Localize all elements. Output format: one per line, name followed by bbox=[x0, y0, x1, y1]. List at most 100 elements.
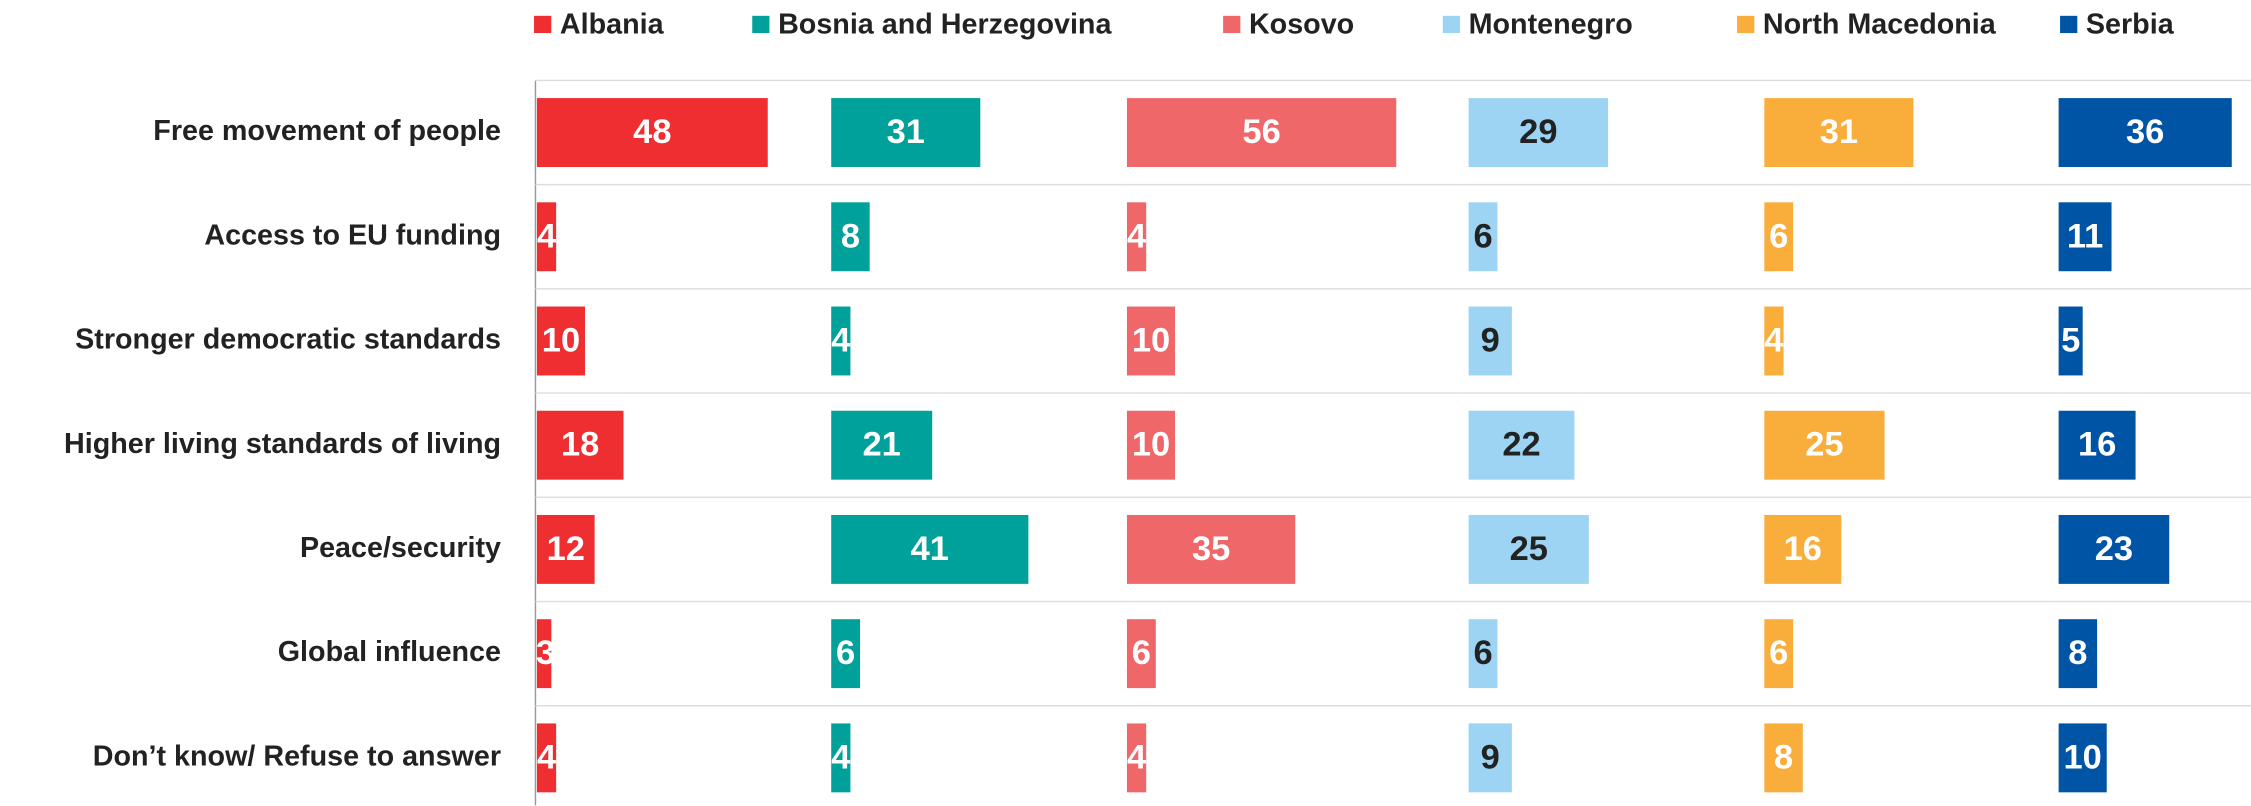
value-label: 23 bbox=[2095, 530, 2133, 568]
bar bbox=[831, 619, 861, 689]
bar bbox=[1764, 723, 1803, 793]
legend-swatch bbox=[752, 15, 770, 34]
value-label: 4 bbox=[1127, 217, 1146, 255]
bar bbox=[536, 619, 552, 689]
bar bbox=[831, 98, 981, 167]
legend-swatch bbox=[1737, 15, 1755, 34]
value-label: 9 bbox=[1481, 322, 1500, 360]
bar bbox=[1126, 619, 1156, 689]
value-label: 4 bbox=[537, 217, 556, 255]
value-label: 4 bbox=[1764, 322, 1783, 360]
bar bbox=[831, 723, 851, 793]
value-label: 10 bbox=[2064, 738, 2102, 776]
bar bbox=[831, 202, 870, 272]
bar bbox=[1468, 619, 1498, 689]
bar bbox=[536, 723, 557, 793]
legend-swatch bbox=[1223, 15, 1241, 34]
bar bbox=[536, 306, 586, 376]
value-label: 3 bbox=[536, 634, 555, 672]
bar bbox=[1468, 98, 1609, 167]
value-label: 4 bbox=[537, 738, 556, 776]
bar bbox=[831, 306, 851, 376]
bar bbox=[2058, 98, 2232, 167]
bar bbox=[1468, 514, 1589, 584]
bar bbox=[1764, 202, 1794, 272]
bar bbox=[1764, 410, 1885, 480]
legend-label: Serbia bbox=[2086, 8, 2175, 40]
bar bbox=[1126, 723, 1147, 793]
bar bbox=[831, 410, 933, 480]
bar bbox=[536, 98, 768, 167]
category-label: Global influence bbox=[278, 636, 501, 668]
value-label: 6 bbox=[836, 634, 855, 672]
value-label: 56 bbox=[1242, 113, 1280, 151]
bar bbox=[1126, 306, 1176, 376]
value-label: 8 bbox=[2068, 634, 2087, 672]
value-label: 4 bbox=[831, 322, 850, 360]
legend-label: Montenegro bbox=[1469, 8, 1633, 40]
legend-label: Bosnia and Herzegovina bbox=[778, 8, 1112, 40]
legend-swatch bbox=[1442, 15, 1460, 34]
bar bbox=[1468, 410, 1575, 480]
bar bbox=[831, 514, 1029, 584]
bar bbox=[536, 202, 557, 272]
value-label: 16 bbox=[1784, 530, 1822, 568]
legend-label: Kosovo bbox=[1249, 8, 1354, 40]
legend-swatch bbox=[534, 15, 552, 34]
value-label: 35 bbox=[1192, 530, 1230, 568]
bar bbox=[1126, 98, 1397, 167]
legend-swatch bbox=[2060, 15, 2078, 34]
bar bbox=[1468, 306, 1512, 376]
value-label: 12 bbox=[547, 530, 585, 568]
value-label: 11 bbox=[2067, 217, 2103, 255]
value-label: 4 bbox=[831, 738, 850, 776]
value-label: 16 bbox=[2078, 426, 2116, 464]
value-label: 41 bbox=[911, 530, 949, 568]
value-label: 31 bbox=[887, 113, 925, 151]
value-label: 8 bbox=[841, 217, 860, 255]
value-label: 10 bbox=[1132, 322, 1170, 360]
bar bbox=[2058, 723, 2107, 793]
bar bbox=[1468, 202, 1498, 272]
bar bbox=[2058, 410, 2136, 480]
category-label: Don’t know/ Refuse to answer bbox=[93, 740, 501, 772]
value-label: 48 bbox=[633, 113, 671, 151]
value-label: 10 bbox=[1132, 426, 1170, 464]
value-label: 6 bbox=[1769, 217, 1788, 255]
value-label: 31 bbox=[1820, 113, 1858, 151]
bar bbox=[2058, 619, 2098, 689]
value-label: 10 bbox=[542, 322, 580, 360]
legend-label: Albania bbox=[560, 8, 665, 40]
value-label: 4 bbox=[1127, 738, 1146, 776]
bar bbox=[1126, 410, 1176, 480]
value-label: 6 bbox=[1473, 634, 1492, 672]
value-label: 22 bbox=[1502, 426, 1540, 464]
value-label: 29 bbox=[1519, 113, 1557, 151]
bar bbox=[1764, 514, 1842, 584]
value-label: 8 bbox=[1774, 738, 1793, 776]
value-label: 18 bbox=[561, 426, 599, 464]
category-label: Peace/security bbox=[300, 532, 501, 564]
value-label: 25 bbox=[1805, 426, 1843, 464]
value-label: 6 bbox=[1769, 634, 1788, 672]
bar bbox=[536, 514, 595, 584]
bar bbox=[2058, 514, 2170, 584]
value-label: 9 bbox=[1481, 738, 1500, 776]
value-label: 5 bbox=[2061, 322, 2080, 360]
value-label: 25 bbox=[1510, 530, 1548, 568]
bar bbox=[1126, 514, 1296, 584]
bar bbox=[2058, 202, 2112, 272]
bar bbox=[1468, 723, 1512, 793]
legend-label: North Macedonia bbox=[1763, 8, 1997, 40]
bar bbox=[2058, 306, 2083, 376]
category-label: Free movement of people bbox=[153, 115, 501, 147]
category-label: Higher living standards of living bbox=[64, 428, 501, 460]
bar bbox=[1126, 202, 1147, 272]
category-label: Access to EU funding bbox=[204, 219, 501, 251]
category-label: Stronger democratic standards bbox=[75, 324, 501, 356]
value-label: 6 bbox=[1132, 634, 1151, 672]
value-label: 6 bbox=[1473, 217, 1492, 255]
value-label: 36 bbox=[2126, 113, 2164, 151]
